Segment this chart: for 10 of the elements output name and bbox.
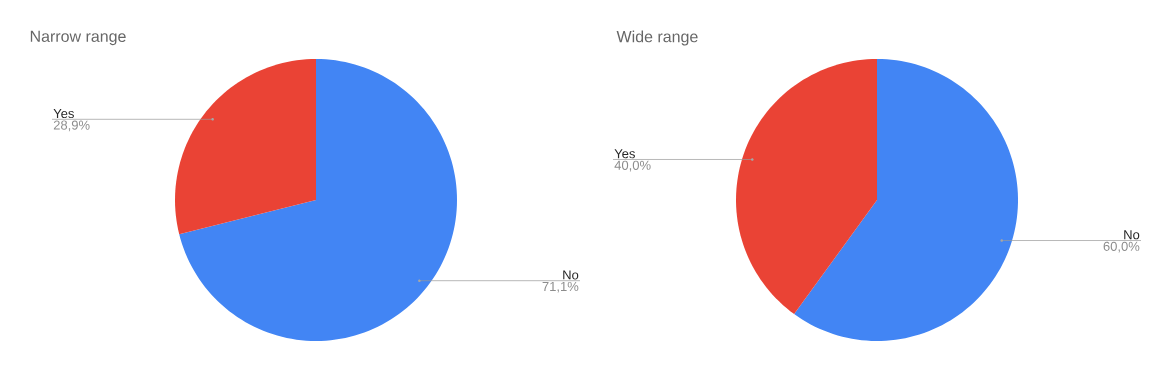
data-label: 28,9%: [53, 120, 90, 132]
chart-title: Wide range: [616, 30, 698, 46]
slice-label: Yes: [53, 109, 74, 119]
data-label: 60,0%: [1103, 241, 1140, 253]
data-label: 40,0%: [614, 160, 651, 172]
slice-label: No: [1124, 230, 1140, 240]
data-label: 71,1%: [542, 281, 579, 293]
slice-label: No: [563, 270, 579, 280]
slice-label: Yes: [614, 149, 635, 159]
chart-title: Narrow range: [30, 30, 126, 46]
